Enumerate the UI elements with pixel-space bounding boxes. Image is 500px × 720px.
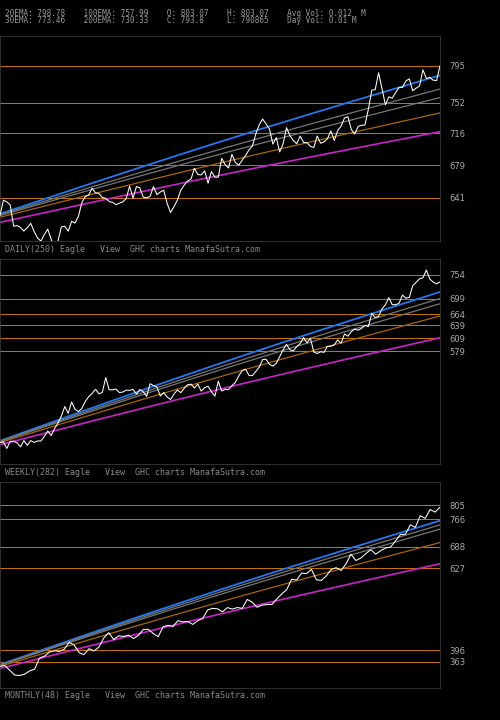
Text: 30EMA: 773.46    200EMA: 730.33    C: 793.8     L: 790865    Day Vol: 0.01 M: 30EMA: 773.46 200EMA: 730.33 C: 793.8 L:… [5,16,356,24]
Text: DAILY(250) Eagle   View  GHC charts ManafaSutra.com: DAILY(250) Eagle View GHC charts ManafaS… [5,245,260,253]
Text: WEEKLY(282) Eagle   View  GHC charts ManafaSutra.com: WEEKLY(282) Eagle View GHC charts Manafa… [5,468,265,477]
Text: 20EMA: 798.78    100EMA: 757.99    O: 803.07    H: 803.07    Avg Vol: 0.012  M: 20EMA: 798.78 100EMA: 757.99 O: 803.07 H… [5,9,366,17]
Text: MONTHLY(48) Eagle   View  GHC charts ManafaSutra.com: MONTHLY(48) Eagle View GHC charts Manafa… [5,691,265,700]
